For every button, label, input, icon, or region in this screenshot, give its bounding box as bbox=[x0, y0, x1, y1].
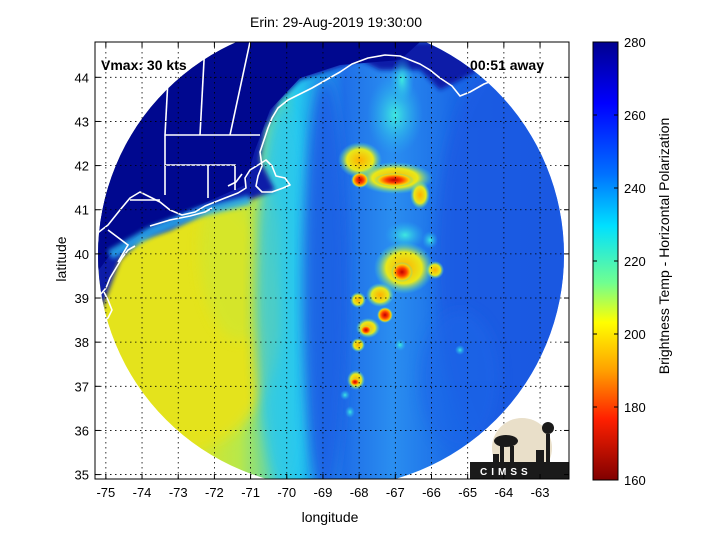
x-tick-label: -75 bbox=[96, 485, 115, 500]
colorbar-gradient bbox=[592, 41, 619, 481]
colorbar-title: Brightness Temp - Horizontal Polarizatio… bbox=[656, 118, 672, 375]
colorbar-ticks: 280 260 240 220 200 180 160 bbox=[593, 35, 646, 488]
colorbar: 280 260 240 220 200 180 160 Brightness Temp - … bbox=[592, 35, 672, 488]
x-tick-label: -68 bbox=[350, 485, 369, 500]
graticule-grid bbox=[95, 42, 569, 479]
vmax-label: Vmax: 30 kts bbox=[101, 57, 187, 73]
y-tick-label: 38 bbox=[75, 335, 89, 350]
state-borders bbox=[107, 42, 260, 263]
colorbar-tick-label: 220 bbox=[624, 254, 646, 269]
x-axis-title: longitude bbox=[302, 509, 359, 525]
y-tick-label: 40 bbox=[75, 247, 89, 262]
x-tick-label: -63 bbox=[531, 485, 550, 500]
observatory-icon bbox=[493, 422, 554, 462]
y-tick-label: 42 bbox=[75, 159, 89, 174]
x-tick-label: -66 bbox=[422, 485, 441, 500]
cimss-logo-text: CIMSS bbox=[480, 467, 532, 478]
x-tick-label: -64 bbox=[494, 485, 513, 500]
map-plot-area: Vmax: 30 kts 00:51 away CIMSS bbox=[95, 42, 569, 479]
colorbar-tick-label: 160 bbox=[624, 473, 646, 488]
x-tick-label: -71 bbox=[241, 485, 260, 500]
time-away-label: 00:51 away bbox=[470, 57, 544, 73]
colorbar-tick-label: 260 bbox=[624, 108, 646, 123]
y-tick-label: 36 bbox=[75, 423, 89, 438]
x-tick-label: -65 bbox=[458, 485, 477, 500]
plot-frame bbox=[94, 41, 570, 480]
colorbar-tick-label: 180 bbox=[624, 400, 646, 415]
colorbar-tick-label: 200 bbox=[624, 327, 646, 342]
y-axis: 44 43 42 41 40 39 38 37 36 35 bbox=[75, 70, 569, 483]
x-tick-label: -74 bbox=[133, 485, 152, 500]
coastlines bbox=[95, 45, 556, 349]
y-tick-label: 43 bbox=[75, 114, 89, 129]
colorbar-tick-label: 240 bbox=[624, 181, 646, 196]
colorbar-tick-label: 280 bbox=[624, 35, 646, 50]
y-tick-label: 35 bbox=[75, 468, 89, 483]
y-tick-label: 41 bbox=[75, 203, 89, 218]
x-tick-label: -72 bbox=[205, 485, 224, 500]
x-tick-label: -67 bbox=[386, 485, 405, 500]
x-tick-label: -70 bbox=[277, 485, 296, 500]
y-tick-label: 37 bbox=[75, 379, 89, 394]
x-tick-label: -69 bbox=[314, 485, 333, 500]
y-tick-label: 39 bbox=[75, 291, 89, 306]
y-tick-label: 44 bbox=[75, 70, 89, 85]
x-axis: -75 -74 -73 -72 -71 -70 -69 -68 -67 -66 -65 -64 -63 bbox=[96, 42, 549, 500]
y-axis-title: latitude bbox=[53, 236, 69, 281]
x-tick-label: -73 bbox=[169, 485, 188, 500]
cimss-logo: CIMSS bbox=[470, 418, 569, 479]
figure-title: Erin: 29-Aug-2019 19:30:00 bbox=[250, 14, 422, 30]
